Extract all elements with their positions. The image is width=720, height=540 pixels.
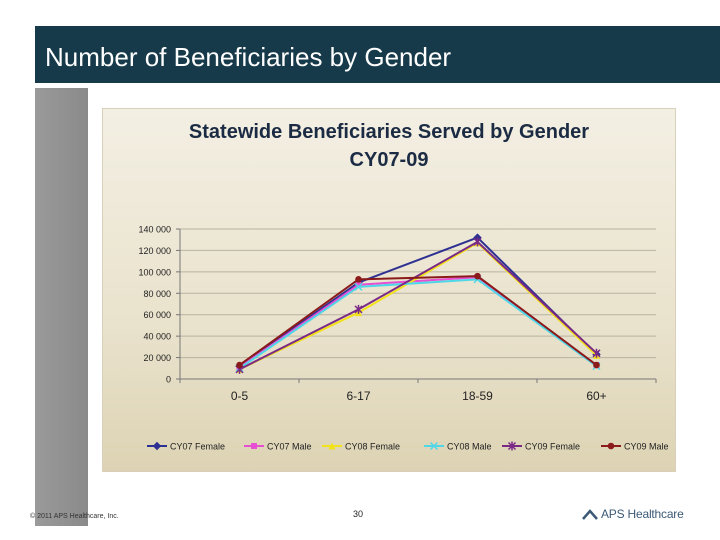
series-line	[239, 240, 598, 371]
x-tick-label: 60+	[586, 389, 606, 403]
data-point	[354, 304, 363, 314]
legend-label: CY09 Male	[624, 442, 669, 452]
data-point	[592, 348, 601, 358]
legend-label: CY07 Female	[170, 442, 225, 452]
y-tick-label: 100 000	[138, 267, 171, 277]
data-point	[593, 361, 600, 369]
y-tick-label: 0	[166, 375, 171, 385]
title-bar: Number of Beneficiaries by Gender	[35, 26, 720, 83]
data-point	[474, 272, 481, 280]
y-tick-label: 40 000	[143, 332, 171, 342]
slide-title: Number of Beneficiaries by Gender	[45, 42, 452, 72]
legend-label: CY09 Female	[525, 442, 580, 452]
data-point	[473, 237, 482, 247]
page-number: 30	[353, 509, 364, 519]
legend-label: CY08 Female	[345, 442, 400, 452]
series-line	[239, 241, 598, 371]
copyright-footer: © 2011 APS Healthcare, Inc.	[30, 513, 119, 520]
data-point	[355, 276, 362, 283]
left-strip-fill	[35, 88, 88, 526]
logo-mark-icon	[582, 508, 598, 520]
legend-swatch-marker	[152, 441, 162, 451]
legend-swatch-marker	[328, 442, 336, 450]
x-tick-label: 18-59	[462, 389, 493, 403]
line-chart: 0 20 000 40 000 60 000 80 000 100 000 120 000 1…	[138, 225, 669, 452]
data-point	[354, 282, 363, 291]
y-tick-label: 20 000	[143, 353, 171, 363]
legend-label: CY07 Male	[267, 442, 312, 452]
series-line	[238, 236, 598, 367]
y-tick-label: 80 000	[143, 289, 171, 299]
legend-swatch-marker	[507, 441, 517, 451]
series-line	[238, 276, 598, 369]
chart-title: Statewide Beneficiaries Served by Gender	[188, 121, 590, 143]
data-point	[355, 281, 362, 288]
legend-swatch-marker	[251, 443, 257, 449]
series-line	[238, 275, 598, 366]
y-tick-label: 120 000	[138, 246, 171, 256]
legend-label: CY08 Male	[447, 442, 492, 452]
x-tick-label: 0-5	[231, 389, 249, 403]
logo-text: APS Healthcare	[601, 507, 684, 521]
legend-swatch-marker	[607, 442, 615, 450]
y-tick-label: 60 000	[143, 310, 171, 320]
chart-subtitle: CY07-09	[349, 149, 429, 171]
company-logo: APS Healthcare	[582, 507, 684, 521]
y-tick-label: 140 000	[138, 225, 171, 235]
data-point	[236, 361, 243, 369]
legend-swatch-marker	[429, 441, 439, 451]
chart-frame: Statewide Beneficiaries Served by Gender…	[102, 108, 676, 472]
x-tick-label: 6-17	[346, 389, 370, 403]
left-decorative-strip	[35, 88, 88, 526]
series-line	[238, 278, 598, 370]
